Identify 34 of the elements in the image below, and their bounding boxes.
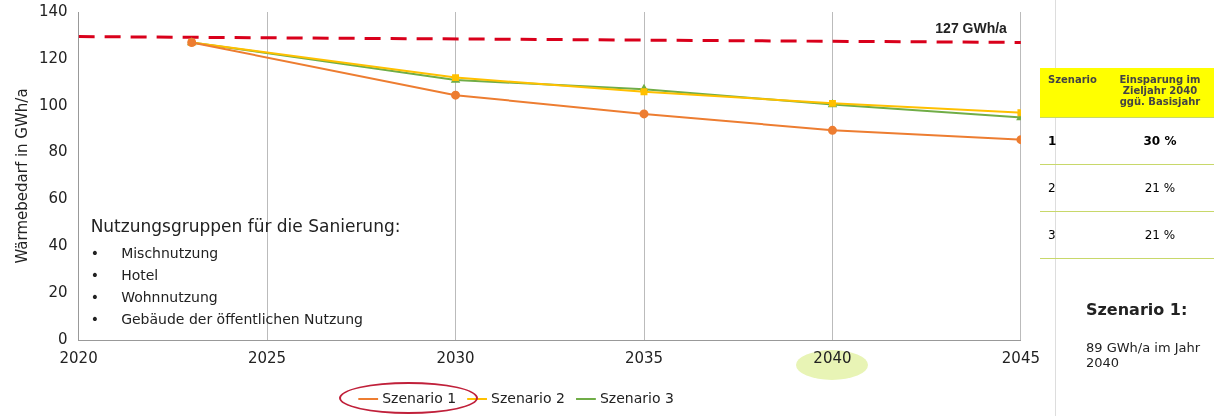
y-tick-label: 100 xyxy=(38,95,68,114)
text: 30 % xyxy=(1104,117,1214,165)
annotation: • Hotel xyxy=(90,266,159,283)
y-tick-label: 0 xyxy=(58,329,68,348)
legend-label: Szenario 1 xyxy=(382,389,457,406)
y-axis-title: Wärmebedarf in GWh/a xyxy=(12,88,31,264)
text: 1 xyxy=(1040,117,1105,165)
annotation: 127 GWh/a xyxy=(935,20,1008,37)
x-tick-label: 2035 xyxy=(624,348,664,367)
y-tick-label: 40 xyxy=(48,236,68,255)
annotation: • Gebäude der öffentlichen Nutzung xyxy=(90,310,363,327)
annotation: • Mischnutzung xyxy=(90,244,219,261)
text: 21 % xyxy=(1104,164,1214,212)
x-tick-label: 2020 xyxy=(59,348,98,367)
annotation: • Wohnnutzung xyxy=(90,288,218,305)
x-tick-label: 2040 xyxy=(813,348,852,367)
x-tick-label: 2045 xyxy=(1001,348,1041,367)
text: 21 % xyxy=(1104,211,1214,259)
y-tick-label: 80 xyxy=(48,142,68,161)
y-tick-label: 20 xyxy=(48,283,68,302)
annotation: Nutzungsgruppen für die Sanierung: xyxy=(90,216,401,237)
text: Einsparung im Zieljahr 2040 ggü. Basisjahr xyxy=(1104,68,1214,118)
text: Szenario xyxy=(1040,68,1105,118)
y-tick-label: 140 xyxy=(38,1,68,20)
y-tick-label: 60 xyxy=(48,189,68,208)
legend-label: Szenario 3 xyxy=(599,389,674,406)
text: 89 GWh/a im Jahr 2040 xyxy=(1086,340,1202,370)
text: Szenario 1: xyxy=(1086,300,1189,319)
x-tick-label: 2030 xyxy=(436,348,475,367)
x-tick-label: 2025 xyxy=(247,348,287,367)
y-tick-label: 120 xyxy=(38,48,68,67)
text: 2 xyxy=(1040,164,1105,212)
text: 3 xyxy=(1040,211,1105,259)
legend-label: Szenario 2 xyxy=(491,389,565,406)
